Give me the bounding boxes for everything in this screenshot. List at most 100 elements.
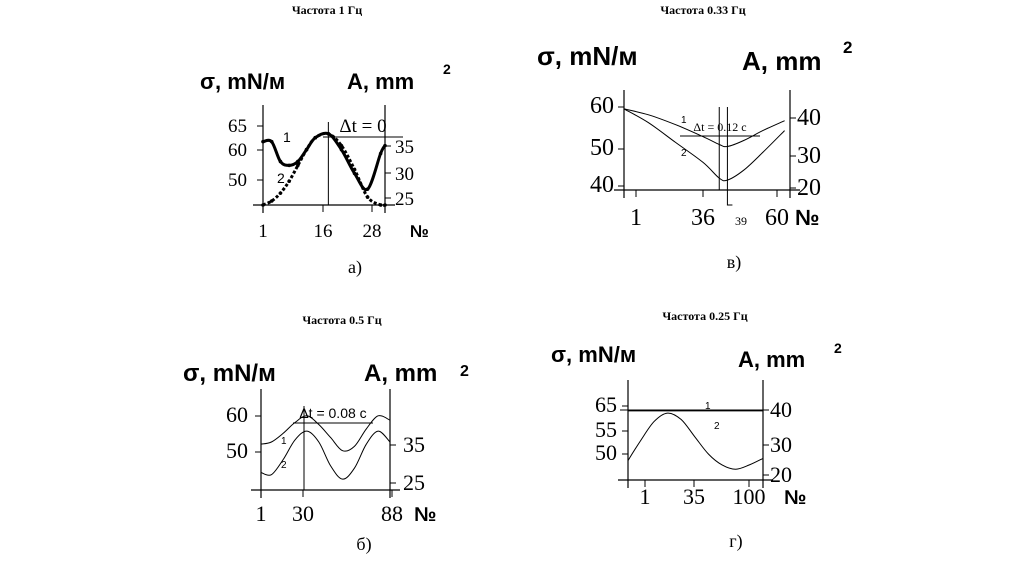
series-point: [269, 199, 274, 203]
x-tick-label: 30: [292, 501, 314, 526]
y-right-tick-label: 40: [770, 397, 792, 422]
y-right-tick-label: 40: [797, 105, 821, 131]
chart-panel-2: Частота 0.33 Гцσ, mN/м A, mm 21 36 60 №605040…: [537, 3, 852, 273]
panel-caption: в): [727, 252, 742, 273]
series-point: [383, 203, 387, 207]
series-point: [261, 203, 265, 207]
panel-caption: а): [348, 257, 362, 278]
x-axis-label: №: [414, 504, 436, 526]
y-left-tick-label: 65: [228, 116, 247, 137]
x-tick-label: 88: [381, 501, 403, 526]
chart-panel-4: Частота 0.25 Гцσ, mN/м A, mm 21 35 100 №65555…: [551, 309, 842, 552]
extra-tick-label: 39: [735, 214, 747, 228]
series-point: [365, 195, 370, 199]
series-label: 1: [281, 436, 287, 447]
x-axis-label: №: [410, 222, 429, 241]
x-tick-label: 35: [683, 484, 705, 509]
y-left-label: σ, mN/м: [537, 41, 638, 71]
series-point: [365, 187, 370, 191]
y-left-tick-label: 50: [595, 440, 617, 465]
x-tick-label: 60: [765, 205, 789, 231]
series-point: [278, 191, 283, 195]
y-left-label: σ, mN/м: [200, 69, 285, 94]
y-right-tick-label: 25: [395, 189, 414, 210]
y-left-tick-label: 60: [590, 93, 614, 119]
y-left-tick-label: 60: [228, 140, 247, 161]
y-left-label: σ, mN/м: [551, 342, 636, 367]
series-line-2: [260, 430, 391, 480]
panel-caption: г): [729, 531, 742, 552]
chart-panel-3: Частота 0.5 Гц σ, mN/м A, mm 2 1 30 88 № 60 50 35 2…: [183, 313, 469, 555]
series-label: 2: [281, 460, 287, 471]
x-tick-label: 28: [363, 221, 382, 242]
chart-title: Частота 1 Гц: [292, 3, 362, 17]
x-tick-label: 1: [630, 205, 642, 231]
series-label: 2: [681, 148, 687, 159]
series-point: [296, 163, 300, 168]
series-point: [378, 151, 383, 156]
y-right-label-sup: 2: [460, 363, 469, 380]
x-tick-label: 36: [691, 205, 715, 231]
y-right-tick-label: 35: [403, 432, 425, 457]
delta-t-annotation: Δt = 0.08 c: [299, 405, 366, 421]
y-right-label-sup: 2: [443, 61, 451, 77]
series-point: [326, 131, 331, 136]
y-right-tick-label: 20: [770, 462, 792, 487]
y-left-tick-label: 60: [226, 402, 248, 427]
x-tick-label: 1: [258, 221, 268, 242]
series-label: 1: [681, 115, 687, 126]
series-line-2: [623, 108, 785, 182]
series-point: [304, 147, 309, 152]
y-right-tick-label: 30: [395, 164, 414, 185]
y-left-tick-label: 50: [228, 170, 247, 191]
y-left-label: σ, mN/м: [183, 360, 276, 387]
delta-t-annotation: Δt = 0.12 c: [693, 120, 746, 134]
y-right-label: A, mm: [742, 46, 821, 76]
chart-title: Частота 0.5 Гц: [302, 313, 381, 327]
y-right-tick-label: 20: [797, 175, 821, 201]
x-tick-label: 100: [733, 484, 766, 509]
y-right-label: A, mm: [738, 347, 805, 372]
y-left-tick-label: 55: [595, 417, 617, 442]
series-point: [287, 179, 291, 184]
series-line-1: [623, 108, 785, 148]
series-label: 1: [705, 401, 711, 412]
y-left-tick-label: 50: [590, 135, 614, 161]
series-point: [352, 167, 357, 172]
series-point: [278, 159, 283, 164]
x-axis-label: №: [784, 487, 806, 509]
chart-title: Частота 0.33 Гц: [660, 3, 745, 17]
series-label: 2: [714, 421, 720, 432]
y-right-label-sup: 2: [843, 38, 852, 57]
series-point: [287, 163, 291, 168]
series-line-1: [260, 415, 391, 452]
panel-caption: б): [356, 534, 371, 555]
y-right-label-sup: 2: [834, 340, 842, 356]
y-left-tick-label: 40: [590, 172, 614, 198]
chart-title: Частота 0.25 Гц: [662, 309, 747, 323]
series-point: [383, 143, 387, 148]
y-right-tick-label: 35: [395, 137, 414, 158]
series-line-2: [627, 412, 764, 470]
series-label: 2: [277, 170, 285, 186]
chart-panel-1: Частота 1 Гц σ, mN/м A, mm 2 1 16 28 № 65 60 50 35 3…: [200, 3, 451, 278]
x-axis-label: №: [795, 205, 820, 230]
x-tick-label: 16: [314, 221, 333, 242]
delta-t-annotation: Δt = 0: [339, 116, 386, 137]
y-right-tick-label: 30: [797, 143, 821, 169]
y-right-label: A, mm: [364, 360, 437, 387]
y-right-label: A, mm: [347, 69, 414, 94]
y-right-tick-label: 25: [403, 470, 425, 495]
y-left-tick-label: 65: [595, 392, 617, 417]
series-point: [269, 139, 274, 144]
series-point: [378, 203, 383, 207]
series-label: 1: [283, 129, 291, 145]
series-point: [339, 143, 344, 148]
x-tick-label: 1: [256, 501, 267, 526]
x-tick-label: 1: [640, 484, 651, 509]
y-right-tick-label: 30: [770, 432, 792, 457]
series-point: [313, 135, 318, 140]
extra-tick-leader: [726, 190, 733, 206]
y-left-tick-label: 50: [226, 438, 248, 463]
